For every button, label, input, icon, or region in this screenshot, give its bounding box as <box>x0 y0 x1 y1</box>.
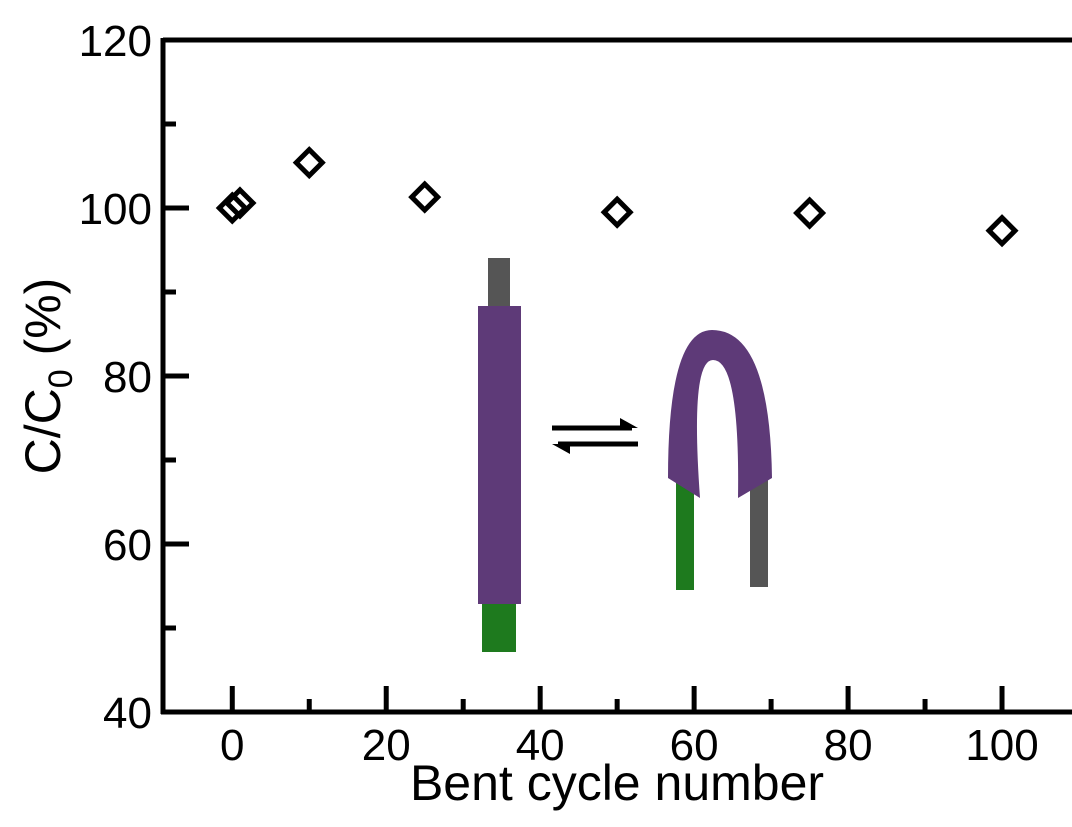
y-tick-label: 80 <box>103 353 152 402</box>
x-tick-label: 100 <box>965 721 1038 770</box>
wire-green <box>482 600 516 652</box>
x-axis-label: Bent cycle number <box>410 755 824 811</box>
y-label-sub: 0 <box>42 369 80 388</box>
arrow-head <box>552 444 570 454</box>
marker <box>600 195 634 229</box>
x-tick-label: 40 <box>516 721 565 770</box>
marker <box>292 146 326 180</box>
marker <box>223 186 257 220</box>
x-tick-label: 80 <box>824 721 873 770</box>
sleeve <box>478 306 521 604</box>
marker <box>408 180 442 214</box>
y-tick-label: 100 <box>79 185 152 234</box>
marker <box>215 191 249 225</box>
x-tick-label: 20 <box>362 721 411 770</box>
y-label-rest: (%) <box>15 278 71 370</box>
y-tick-label: 60 <box>103 521 152 570</box>
wire-gray <box>488 258 510 310</box>
illustration <box>478 258 772 652</box>
y-tick-label: 40 <box>103 689 152 738</box>
marker <box>985 214 1019 248</box>
x-tick-label: 0 <box>220 721 244 770</box>
x-tick-label: 60 <box>670 721 719 770</box>
arrow-head <box>620 418 638 428</box>
y-label-main: C/C <box>15 388 71 474</box>
y-tick-label: 120 <box>79 17 152 66</box>
sleeve-bent <box>668 330 772 498</box>
marker <box>793 196 827 230</box>
wire-gray <box>750 480 768 587</box>
y-axis-label: C/C0 (%) <box>15 278 80 475</box>
